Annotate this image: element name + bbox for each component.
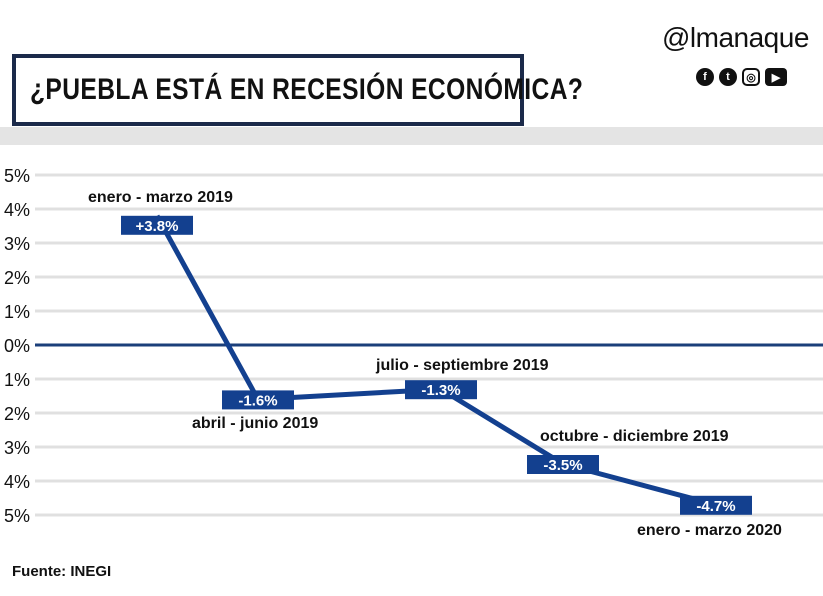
data-label: -1.6% — [238, 392, 277, 409]
chart-title: ¿PUEBLA ESTÁ EN RECESIÓN ECONÓMICA? — [30, 73, 584, 106]
data-label: -4.7% — [696, 498, 735, 515]
divider-band — [0, 127, 823, 145]
category-label: julio - septiembre 2019 — [375, 357, 549, 374]
data-label-box — [680, 495, 752, 515]
data-label: -3.5% — [543, 457, 582, 474]
data-label-box — [121, 215, 193, 235]
title-box: ¿PUEBLA ESTÁ EN RECESIÓN ECONÓMICA? — [12, 54, 583, 126]
data-label: -1.3% — [421, 382, 460, 399]
category-label: enero - marzo 2019 — [88, 189, 233, 206]
almanaque-logo: @lmanaque — [662, 22, 809, 53]
facebook-icon[interactable]: f — [696, 68, 714, 86]
instagram-icon[interactable]: ◎ — [742, 68, 760, 86]
y-tick-label: 5% — [4, 506, 30, 526]
data-label: +3.8% — [136, 218, 179, 235]
y-tick-label: 2% — [4, 404, 30, 424]
category-label: octubre - diciembre 2019 — [540, 428, 729, 445]
social-icons: f t ◎ ▶ — [696, 68, 787, 86]
y-tick-label: 3% — [4, 234, 30, 254]
y-tick-label: 0% — [4, 336, 30, 356]
y-tick-label: 1% — [4, 370, 30, 390]
category-label: enero - marzo 2020 — [637, 522, 782, 539]
source-note: Fuente: INEGI — [12, 563, 112, 580]
y-tick-label: 3% — [4, 438, 30, 458]
twitter-icon[interactable]: t — [719, 68, 737, 86]
y-tick-label: 1% — [4, 302, 30, 322]
data-label-box — [527, 455, 599, 474]
data-label-box — [405, 380, 477, 400]
y-tick-label: 5% — [4, 166, 30, 186]
y-tick-label: 2% — [4, 268, 30, 288]
category-label: abril - junio 2019 — [192, 415, 318, 432]
youtube-icon[interactable]: ▶ — [765, 68, 787, 86]
y-tick-label: 4% — [4, 200, 30, 220]
y-tick-label: 4% — [4, 472, 30, 492]
data-label-box — [222, 390, 294, 410]
